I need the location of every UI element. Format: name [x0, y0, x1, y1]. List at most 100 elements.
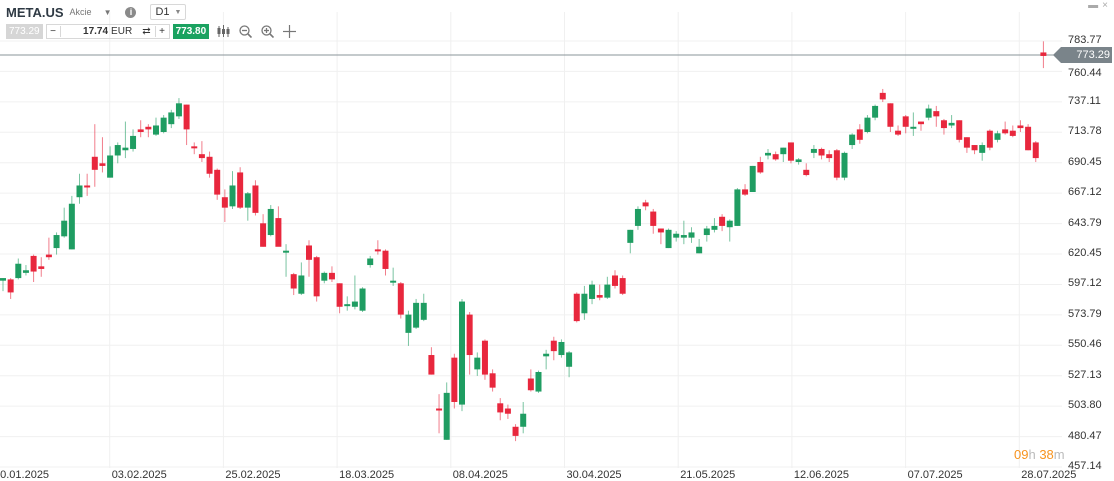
- candle-body: [53, 235, 60, 249]
- candle: [420, 293, 427, 322]
- sell-button[interactable]: 773.29: [6, 24, 43, 39]
- candle: [1040, 41, 1047, 69]
- candle-body: [902, 116, 909, 127]
- candle: [153, 117, 159, 136]
- candle-body: [390, 280, 397, 283]
- candle: [673, 231, 680, 242]
- candle: [550, 336, 557, 361]
- candle-body: [405, 314, 412, 333]
- candle-body: [45, 254, 52, 258]
- chevron-down-icon: ▼: [174, 8, 182, 16]
- candle: [306, 240, 312, 277]
- candle-body: [420, 302, 427, 320]
- candle-countdown: 09h 38m: [1014, 447, 1065, 462]
- candle: [619, 275, 626, 296]
- candle: [45, 237, 52, 260]
- candle-body: [703, 228, 710, 236]
- symbol-dropdown-icon[interactable]: ▼: [103, 7, 112, 17]
- candle: [573, 292, 580, 323]
- candle: [15, 258, 22, 280]
- candle: [38, 257, 45, 277]
- candle: [221, 189, 228, 222]
- candle-body: [650, 211, 657, 226]
- quantity-value: 17.74: [83, 26, 109, 37]
- candle-body: [7, 279, 14, 293]
- candle-body: [489, 373, 496, 388]
- candle: [696, 238, 703, 254]
- candle-body: [497, 403, 504, 413]
- minimize-icon[interactable]: ▬: [1088, 0, 1099, 11]
- close-icon[interactable]: ×: [1102, 0, 1108, 11]
- candle-body: [61, 220, 68, 237]
- candle: [581, 285, 588, 320]
- candle: [122, 121, 129, 159]
- candle-body: [535, 371, 542, 392]
- candle: [520, 401, 527, 434]
- zoom-in-icon[interactable]: [259, 24, 275, 39]
- candle-body: [76, 185, 83, 198]
- info-icon[interactable]: i: [125, 6, 137, 18]
- countdown-h-unit: h: [1028, 447, 1036, 462]
- candle: [566, 351, 573, 378]
- candle-body: [948, 122, 955, 126]
- candle: [826, 150, 833, 162]
- decrease-button[interactable]: −: [47, 26, 61, 37]
- increase-button[interactable]: +: [154, 26, 169, 37]
- candle-body: [466, 314, 473, 356]
- candle-body: [726, 220, 733, 228]
- candle-body: [359, 288, 366, 311]
- price-tick-label: 643.79: [1068, 216, 1102, 229]
- candle-body: [573, 293, 580, 322]
- zoom-out-icon[interactable]: [237, 24, 253, 39]
- candle-body: [328, 272, 335, 280]
- candle-body: [933, 111, 940, 117]
- date-tick-label: 12.06.2025: [793, 469, 849, 481]
- timeframe-select[interactable]: D1 ▼: [150, 4, 187, 20]
- candle: [0, 278, 6, 292]
- candle: [436, 394, 443, 434]
- date-tick-label: 18.03.2025: [339, 469, 395, 481]
- candle: [466, 311, 473, 375]
- candle: [665, 228, 672, 249]
- candle-body: [1025, 126, 1032, 151]
- candle-body: [30, 255, 37, 272]
- candle-body: [275, 218, 282, 247]
- candle: [742, 184, 749, 196]
- trade-toolbar: 773.29 − 17.74 EUR ⇄ + 773.80: [6, 24, 297, 39]
- candle: [175, 98, 182, 119]
- candle: [160, 115, 167, 134]
- candle: [474, 352, 481, 376]
- candle: [229, 171, 236, 209]
- candle-body: [734, 189, 741, 226]
- candle-body: [589, 284, 596, 299]
- candle: [979, 142, 986, 161]
- candles-icon[interactable]: [215, 24, 231, 39]
- candle-body: [688, 232, 695, 238]
- candle-body: [1017, 125, 1024, 129]
- quantity-stepper[interactable]: − 17.74 EUR ⇄ +: [45, 24, 170, 39]
- candle: [986, 129, 993, 151]
- buy-button[interactable]: 773.80: [172, 24, 210, 39]
- candle-body: [925, 108, 932, 118]
- candle: [558, 339, 565, 358]
- candle-body: [137, 129, 144, 133]
- candle: [772, 151, 779, 161]
- candle: [680, 220, 687, 245]
- candle: [940, 118, 947, 135]
- swap-icon[interactable]: ⇄: [142, 26, 151, 37]
- candle: [634, 206, 641, 230]
- candle-body: [252, 185, 259, 213]
- candle-body: [504, 408, 511, 414]
- crosshair-icon[interactable]: [281, 24, 297, 39]
- candle: [397, 281, 404, 319]
- quantity-input[interactable]: 17.74 EUR ⇄: [61, 26, 155, 37]
- candle: [53, 232, 60, 255]
- candle: [833, 148, 840, 181]
- candle-body: [634, 208, 641, 226]
- symbol-name[interactable]: META.US: [6, 4, 64, 20]
- candle-body: [879, 92, 886, 100]
- candle-body: [336, 283, 343, 307]
- candle: [527, 369, 534, 392]
- candle: [589, 280, 596, 305]
